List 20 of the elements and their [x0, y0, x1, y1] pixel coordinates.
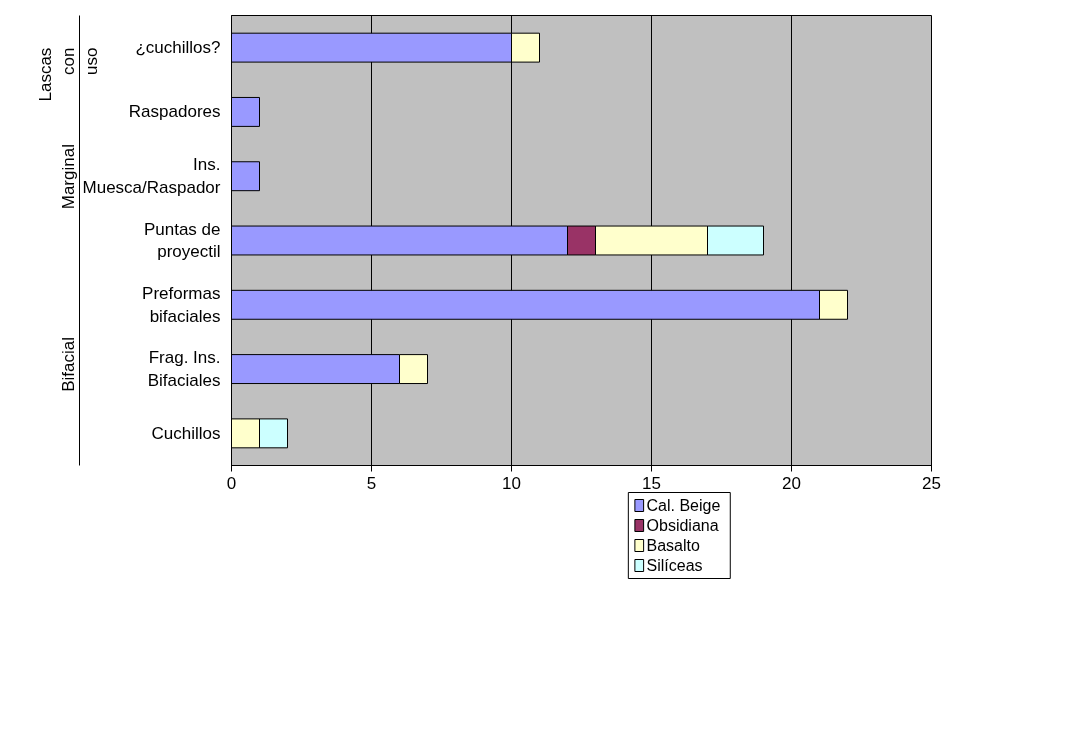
y-tick-label: ¿cuchillos?	[135, 38, 221, 58]
x-tick-label: 25	[922, 473, 941, 493]
y-tick-label: Ins. Muesca/Raspador	[82, 155, 221, 198]
x-tick-label: 5	[366, 473, 377, 493]
text: Lascas con uso	[36, 47, 101, 102]
x-tick-label: 15	[642, 473, 661, 493]
y-tick-label: Frag. Ins. Bifaciales	[147, 348, 221, 390]
y-tick-label: Puntas de proyectil	[143, 219, 221, 262]
legend-label: Basalto	[646, 537, 700, 554]
x-tick-label: 10	[502, 473, 521, 493]
y-tick-label: Cuchillos	[151, 423, 221, 443]
text: Marginal	[59, 144, 78, 210]
x-tick-label: 0	[226, 473, 237, 493]
legend-label: Obsidiana	[646, 517, 719, 534]
x-tick-label: 20	[782, 473, 801, 493]
legend-label: Silíceas	[646, 557, 703, 574]
y-tick-label: Raspadores	[128, 102, 221, 122]
legend-label: Cal. Beige	[646, 497, 721, 514]
y-tick-label: Preformas bifaciales	[142, 283, 221, 326]
text: Bifacial	[59, 336, 78, 392]
